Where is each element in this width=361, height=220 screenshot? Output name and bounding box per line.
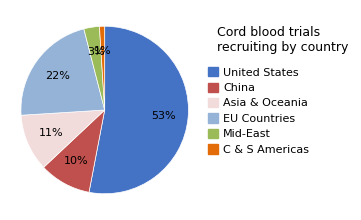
Text: 3%: 3%: [87, 47, 104, 57]
Wedge shape: [84, 26, 105, 110]
Wedge shape: [99, 26, 105, 110]
Text: Cord blood trials
recruiting by country: Cord blood trials recruiting by country: [217, 26, 348, 54]
Text: 10%: 10%: [64, 156, 89, 166]
Text: 22%: 22%: [45, 71, 70, 81]
Text: 11%: 11%: [39, 128, 63, 138]
Wedge shape: [21, 110, 105, 167]
Text: 1%: 1%: [94, 46, 112, 56]
Text: 53%: 53%: [151, 110, 175, 121]
Wedge shape: [21, 29, 105, 115]
Wedge shape: [44, 110, 105, 192]
Wedge shape: [89, 26, 188, 194]
Legend: United States, China, Asia & Oceania, EU Countries, Mid-East, C & S Americas: United States, China, Asia & Oceania, EU…: [208, 67, 309, 155]
